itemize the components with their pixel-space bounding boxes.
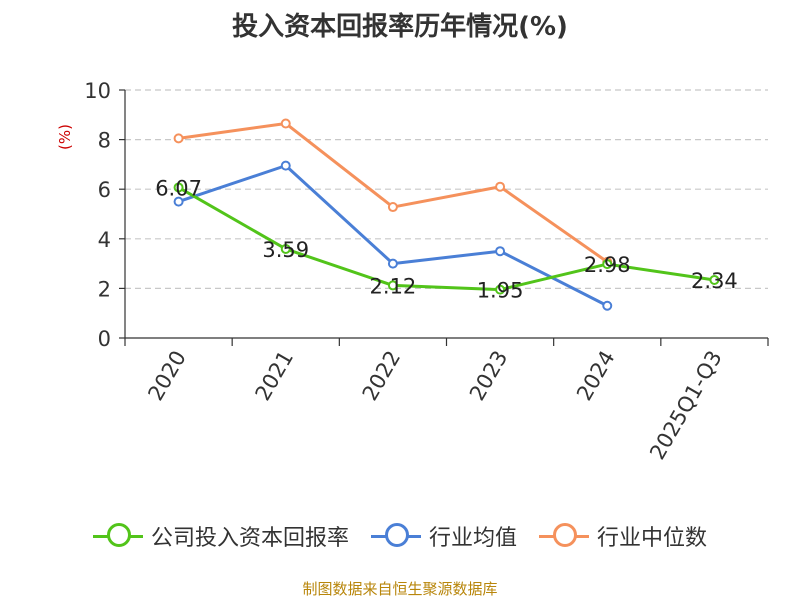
x-tick-label: 2022 <box>358 347 406 405</box>
series-line-2 <box>178 121 609 264</box>
x-tick-label: 2024 <box>572 347 620 405</box>
data-point-0 <box>495 284 506 295</box>
data-point-1 <box>387 258 398 269</box>
data-point-2 <box>387 202 398 213</box>
legend-industry-mean-marker-icon <box>370 523 421 547</box>
y-tick-label: 0 <box>98 327 111 351</box>
data-point-2 <box>280 118 291 129</box>
data-point-1 <box>280 160 291 171</box>
data-point-0 <box>173 182 184 193</box>
legend-industry-mean-label: 行业均值 <box>428 526 517 551</box>
legend-item-industry-median[interactable]: 行业中位数 <box>539 520 707 552</box>
legend: 公司投入资本回报率 行业均值 行业中位数 <box>0 520 800 552</box>
data-label: 2.12 <box>370 274 417 298</box>
data-point-1 <box>173 196 184 207</box>
data-point-1 <box>495 246 506 257</box>
x-tick-label: 2023 <box>465 347 513 405</box>
data-label: 6.07 <box>155 176 202 200</box>
legend-item-company[interactable]: 公司投入资本回报率 <box>92 520 349 552</box>
data-point-0 <box>602 259 613 270</box>
y-tick-label: 6 <box>98 178 111 202</box>
y-tick-label: 2 <box>98 277 111 301</box>
data-source-note: 制图数据来自恒生聚源数据库 <box>302 580 498 598</box>
legend-company-marker-icon <box>92 523 143 547</box>
data-label: 2.34 <box>691 269 738 293</box>
data-point-2 <box>495 181 506 192</box>
data-point-0 <box>387 280 398 291</box>
y-tick-label: 10 <box>84 79 111 103</box>
y-tick-label: 4 <box>98 228 111 252</box>
data-label: 3.59 <box>262 238 309 262</box>
x-tick-label: 2021 <box>251 347 299 405</box>
legend-industry-median-label: 行业中位数 <box>597 526 708 551</box>
x-tick-label: 2025Q1-Q3 <box>645 347 727 464</box>
data-point-1 <box>602 300 613 311</box>
legend-item-industry-mean[interactable]: 行业均值 <box>370 520 517 552</box>
series-line-0 <box>177 186 715 292</box>
x-tick-label: 2020 <box>143 347 191 405</box>
legend-company-label: 公司投入资本回报率 <box>150 526 349 551</box>
chart-title: 投入资本回报率历年情况(%) <box>232 12 568 42</box>
data-point-2 <box>173 133 184 144</box>
y-tick-label: 8 <box>98 129 111 153</box>
data-label: 1.95 <box>477 279 524 303</box>
data-label: 2.98 <box>584 253 631 277</box>
data-point-0 <box>709 274 720 285</box>
data-point-0 <box>280 243 291 254</box>
legend-industry-median-marker-icon <box>539 523 589 547</box>
